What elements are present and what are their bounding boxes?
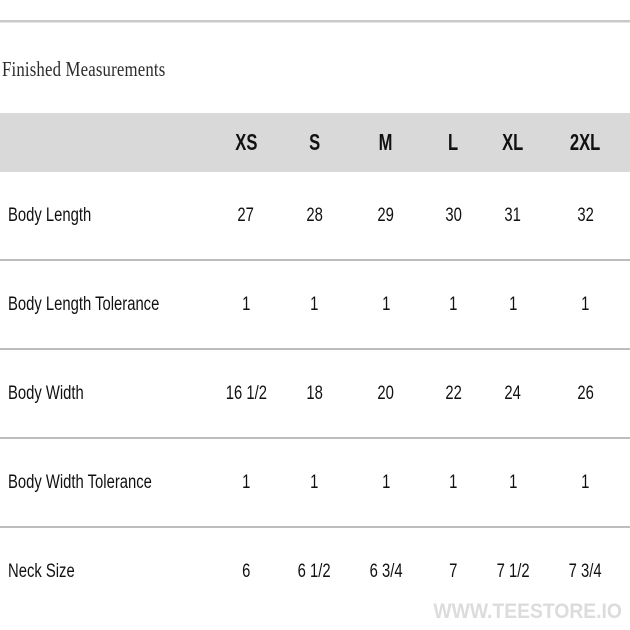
- cell-body-length-tolerance-m: 1: [350, 260, 422, 349]
- table-row: Body Width Tolerance 1 1 1 1 1 1: [0, 438, 630, 527]
- cell-body-width-tolerance-s: 1: [279, 438, 350, 527]
- cell-body-width-l: 22: [422, 349, 485, 438]
- cell-value: 1: [381, 471, 391, 493]
- site-watermark: WWW.TEESTORE.IO: [433, 600, 622, 623]
- row-label-body-length-tolerance: Body Length Tolerance: [0, 260, 213, 349]
- cell-body-width-tolerance-m: 1: [350, 438, 422, 527]
- row-label-text: Body Width Tolerance: [8, 471, 152, 493]
- cell-body-width-tolerance-xs: 1: [213, 438, 279, 527]
- column-header-2xl-label: 2XL: [570, 129, 601, 155]
- cell-neck-size-xl: 7 1/2: [485, 527, 541, 615]
- cell-value: 6: [241, 560, 251, 582]
- column-header-xl[interactable]: XL: [485, 113, 541, 172]
- row-label-text: Neck Size: [8, 560, 75, 582]
- cell-value: 28: [306, 204, 323, 226]
- cell-value: 6 1/2: [298, 560, 331, 582]
- cell-value: 30: [445, 204, 462, 226]
- cell-value: 24: [504, 382, 522, 404]
- column-header-s[interactable]: S: [279, 113, 350, 172]
- column-header-l[interactable]: L: [422, 113, 485, 172]
- column-header-m-label: M: [379, 129, 393, 155]
- cell-body-length-tolerance-xs: 1: [213, 260, 279, 349]
- cell-body-width-s: 18: [279, 349, 350, 438]
- cell-value: 7 1/2: [496, 560, 530, 582]
- cell-body-width-tolerance-2xl: 1: [541, 438, 630, 527]
- table-row: Body Width 16 1/2 18 20 22 24 26: [0, 349, 630, 438]
- column-header-m[interactable]: M: [350, 113, 422, 172]
- cell-value: 1: [241, 293, 251, 315]
- cell-body-width-xs: 16 1/2: [213, 349, 279, 438]
- cell-body-length-m: 29: [350, 172, 422, 260]
- cell-value: 7: [449, 560, 458, 582]
- table-header-row: XS S M L XL 2XL: [0, 113, 630, 172]
- cell-value: 6 3/4: [369, 560, 403, 582]
- table-row: Body Length Tolerance 1 1 1 1 1: [0, 260, 630, 349]
- cell-body-length-2xl: 32: [541, 172, 630, 260]
- row-label-text: Body Width: [8, 382, 84, 404]
- cell-value: 1: [310, 471, 319, 493]
- row-label-body-length: Body Length: [0, 172, 213, 260]
- cell-body-width-tolerance-xl: 1: [485, 438, 541, 527]
- cell-value: 22: [445, 382, 462, 404]
- cell-body-width-xl: 24: [485, 349, 541, 438]
- cell-neck-size-s: 6 1/2: [279, 527, 350, 615]
- cell-value: 32: [577, 204, 594, 226]
- row-label-text: Body Length: [8, 204, 92, 226]
- cell-value: 1: [581, 471, 590, 493]
- cell-value: 1: [381, 293, 391, 315]
- cell-value: 7 3/4: [569, 560, 602, 582]
- cell-value: 20: [377, 382, 395, 404]
- cell-value: 27: [237, 204, 255, 226]
- cell-value: 1: [310, 293, 319, 315]
- table-row: Body Length 27 28 29 30 31 32: [0, 172, 630, 260]
- row-label-text: Body Length Tolerance: [8, 293, 160, 315]
- cell-value: 1: [449, 471, 458, 493]
- cell-value: 1: [508, 293, 518, 315]
- row-label-body-width-tolerance: Body Width Tolerance: [0, 438, 213, 527]
- cell-body-length-tolerance-xl: 1: [485, 260, 541, 349]
- cell-neck-size-m: 6 3/4: [350, 527, 422, 615]
- cell-value: 16 1/2: [225, 382, 267, 404]
- page-title: Finished Measurements: [2, 57, 166, 81]
- cell-body-width-tolerance-l: 1: [422, 438, 485, 527]
- cell-body-length-xs: 27: [213, 172, 279, 260]
- cell-neck-size-xs: 6: [213, 527, 279, 615]
- column-header-xl-label: XL: [502, 129, 524, 155]
- cell-value: 31: [504, 204, 522, 226]
- column-header-2xl[interactable]: 2XL: [541, 113, 630, 172]
- cell-body-width-m: 20: [350, 349, 422, 438]
- column-header-measurement: [0, 113, 213, 172]
- table-body: Body Length 27 28 29 30 31 32: [0, 172, 630, 615]
- cell-body-length-xl: 31: [485, 172, 541, 260]
- cell-body-length-l: 30: [422, 172, 485, 260]
- cell-neck-size-l: 7: [422, 527, 485, 615]
- cell-neck-size-2xl: 7 3/4: [541, 527, 630, 615]
- cell-value: 1: [581, 293, 590, 315]
- cell-value: 1: [449, 293, 458, 315]
- column-header-s-label: S: [308, 129, 321, 155]
- cell-value: 1: [241, 471, 251, 493]
- cell-value: 18: [306, 382, 323, 404]
- column-header-xs[interactable]: XS: [213, 113, 279, 172]
- row-label-neck-size: Neck Size: [0, 527, 213, 615]
- table-header: XS S M L XL 2XL: [0, 113, 630, 172]
- cell-value: 1: [508, 471, 518, 493]
- cell-body-length-s: 28: [279, 172, 350, 260]
- cell-body-length-tolerance-2xl: 1: [541, 260, 630, 349]
- column-header-xs-label: XS: [234, 129, 258, 155]
- column-header-l-label: L: [448, 129, 459, 155]
- cell-body-width-2xl: 26: [541, 349, 630, 438]
- cell-value: 29: [377, 204, 395, 226]
- top-divider: [0, 20, 630, 23]
- cell-value: 26: [577, 382, 594, 404]
- cell-body-length-tolerance-s: 1: [279, 260, 350, 349]
- cell-body-length-tolerance-l: 1: [422, 260, 485, 349]
- row-label-body-width: Body Width: [0, 349, 213, 438]
- finished-measurements-table: XS S M L XL 2XL: [0, 113, 630, 615]
- table-row: Neck Size 6 6 1/2 6 3/4 7 7 1/2: [0, 527, 630, 615]
